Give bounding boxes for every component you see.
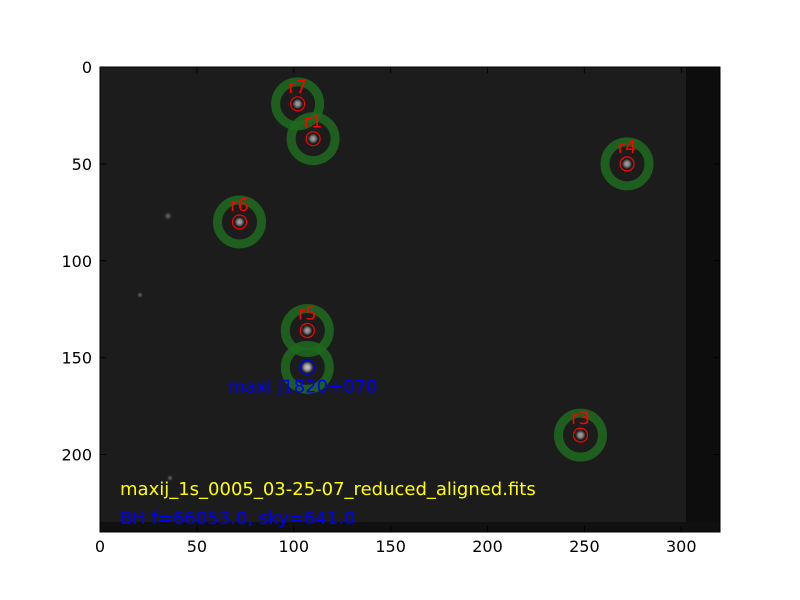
- sky-annulus: [600, 137, 654, 191]
- reference-label: r7: [288, 77, 307, 98]
- star-sources: [234, 98, 632, 441]
- reference-label: r4: [618, 137, 637, 158]
- x-axis: 0 50 100 150 200 250 300: [95, 67, 697, 556]
- apertures: [231, 96, 635, 443]
- sky-annulus: [213, 195, 266, 249]
- plot-frame: [99, 66, 721, 533]
- x-tick-label: 100: [278, 537, 309, 556]
- target-aperture: [299, 359, 315, 375]
- sky-annulus: [554, 408, 607, 462]
- reference-label: r1: [304, 112, 323, 133]
- y-tick-label: 200: [61, 446, 92, 465]
- star-source: [622, 158, 632, 169]
- faint-source: [167, 475, 173, 481]
- x-tick-label: 300: [666, 537, 697, 556]
- reference-label: r3: [571, 408, 590, 429]
- faint-source: [164, 212, 172, 220]
- star-source: [301, 361, 314, 374]
- reference-aperture: [305, 131, 321, 147]
- star-source: [302, 325, 313, 336]
- x-tick-label: 150: [375, 537, 406, 556]
- x-tick-label: 250: [569, 537, 600, 556]
- x-tick-label: 0: [95, 537, 105, 556]
- image-bottom-edge: [100, 522, 720, 532]
- faint-source: [137, 292, 143, 298]
- bh-info-annotation: BH f=66053.0, sky=641.0: [120, 508, 355, 529]
- sky-annuli: [213, 77, 654, 462]
- x-tick-label: 200: [472, 537, 503, 556]
- sky-annulus: [280, 304, 334, 357]
- y-axis: 0 50 100 150 200: [61, 58, 720, 465]
- reference-label: r5: [298, 304, 317, 325]
- reference-aperture: [231, 214, 248, 230]
- reference-aperture: [290, 96, 306, 112]
- sky-annulus: [286, 112, 340, 166]
- y-tick-label: 100: [61, 252, 92, 271]
- x-tick-label: 50: [187, 537, 207, 556]
- star-source: [292, 98, 303, 109]
- aperture-labels: r7 r1 r4 r6 r5 r3 maxi j1820+070: [227, 77, 636, 429]
- y-tick-label: 150: [61, 349, 92, 368]
- filename-annotation: maxij_1s_0005_03-25-07_reduced_aligned.f…: [120, 479, 536, 500]
- target-label: maxi j1820+070: [227, 376, 377, 397]
- sky-annulus: [280, 340, 334, 394]
- star-source: [308, 133, 319, 144]
- image-right-edge: [686, 67, 720, 532]
- reference-label: r6: [230, 195, 249, 216]
- star-source: [234, 217, 245, 227]
- image-area: [100, 67, 720, 532]
- star-source: [575, 430, 586, 441]
- y-tick-label: 0: [82, 58, 92, 77]
- y-tick-label: 50: [72, 155, 92, 174]
- reference-aperture: [572, 427, 589, 443]
- reference-aperture: [299, 322, 315, 339]
- reference-aperture: [619, 156, 635, 172]
